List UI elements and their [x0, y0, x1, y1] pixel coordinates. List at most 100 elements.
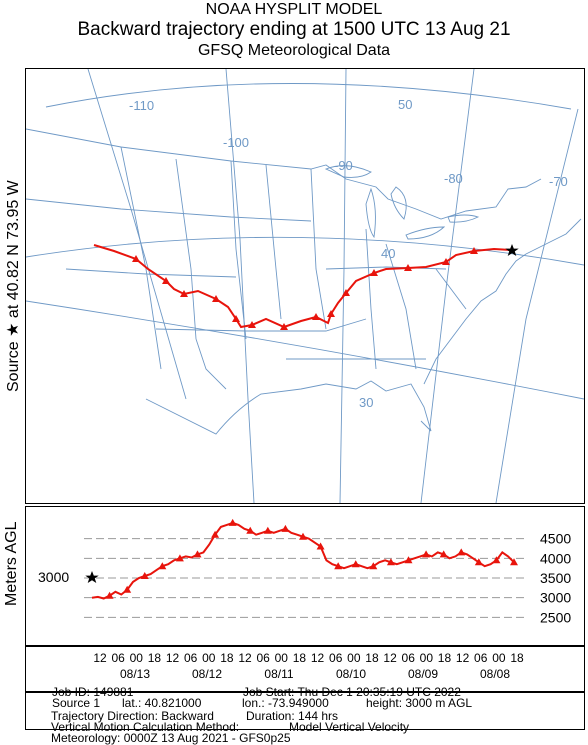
- meters-agl-label: Meters AGL: [3, 521, 20, 606]
- hour-tick-label: 12: [383, 651, 397, 665]
- hour-tick-label: 00: [275, 651, 289, 665]
- hour-tick-label: 00: [347, 651, 361, 665]
- height-point: [457, 548, 466, 556]
- hour-tick-label: 06: [111, 651, 125, 665]
- date-tick-label: 08/13: [120, 667, 150, 681]
- lat-label: 50: [398, 97, 412, 112]
- source-coordinates-label: Source ★ at 40.82 N 73.95 W: [5, 180, 22, 392]
- hour-tick-label: 06: [256, 651, 270, 665]
- hour-tick-label: 12: [456, 651, 470, 665]
- date-tick-label: 08/09: [408, 667, 438, 681]
- height-series-points: [105, 518, 518, 599]
- hour-tick-label: 18: [148, 651, 162, 665]
- height-point: [351, 560, 360, 568]
- meridian-70: [495, 108, 579, 503]
- trajectory-marker: [162, 277, 170, 284]
- parallel-50: [45, 83, 572, 110]
- job-id: Job ID: 149881: [52, 685, 134, 699]
- height-point: [263, 526, 272, 534]
- trajectory-direction: Trajectory Direction: Backward: [51, 709, 214, 724]
- lon-label: -100: [223, 135, 249, 150]
- lake-superior: [324, 165, 372, 178]
- height-point: [422, 550, 431, 558]
- parallel-30: [26, 300, 584, 400]
- date-tick-label: 08/08: [480, 667, 510, 681]
- lake-erie: [405, 226, 446, 240]
- height-tick-label: 2500: [540, 609, 571, 625]
- height-point: [246, 526, 255, 534]
- height-point: [299, 532, 307, 540]
- page-title: Backward trajectory ending at 1500 UTC 1…: [77, 19, 511, 40]
- lake-ontario: [447, 214, 480, 223]
- map-canvas: -110 -100 -90 -80 -70 50 40 30: [26, 69, 584, 503]
- height-point: [193, 550, 202, 558]
- lake-michigan: [365, 187, 376, 239]
- start-height-label: 3000: [38, 569, 69, 585]
- date-tick-label: 08/10: [336, 667, 366, 681]
- meridian-80: [420, 69, 475, 503]
- trajectory-marker: [232, 315, 240, 322]
- trajectory-marker: [212, 295, 220, 302]
- hour-tick-label: 12: [311, 651, 325, 665]
- height-tick-label: 4500: [540, 531, 571, 547]
- height-point: [492, 556, 501, 564]
- lon-label: -70: [549, 174, 568, 189]
- lon-label: -110: [129, 98, 154, 113]
- model-title: NOAA HYSPLIT MODEL: [205, 1, 383, 18]
- height-point: [281, 524, 290, 532]
- height-point: [316, 542, 325, 550]
- trajectory-marker: [132, 255, 140, 262]
- trajectory-marker: [248, 321, 256, 328]
- state-lines: [26, 146, 467, 390]
- map-grid-lines: [26, 69, 584, 503]
- height-tick-label: 3000: [540, 590, 571, 606]
- trajectory-marker: [342, 289, 350, 296]
- vertical-method-label: Vertical Motion Calculation Method:: [51, 720, 240, 735]
- canada-border: [26, 128, 542, 220]
- job-start: Job Start: Thu Dec 1 20:35:19 UTC 2022: [243, 685, 461, 699]
- trajectory-marker: [442, 258, 450, 265]
- height-point: [386, 558, 395, 566]
- height-point: [228, 518, 237, 526]
- vertical-method-value: Model Vertical Velocity: [289, 720, 410, 735]
- meridian-110: [87, 69, 187, 400]
- height-profile-panel: 2500 3000 3500 4000 4500 3000: [25, 506, 585, 646]
- trajectory-marker: [280, 323, 288, 330]
- height-point: [404, 556, 413, 564]
- height-point: [439, 550, 448, 558]
- trajectory-marker: [180, 290, 188, 297]
- hour-tick-label: 06: [184, 651, 198, 665]
- meteorology: Meteorology: 0000Z 13 Aug 2021 - GFS0p25: [51, 731, 291, 745]
- trajectory-marker: [370, 269, 378, 276]
- hour-tick-label: 00: [420, 651, 434, 665]
- height-point: [211, 530, 220, 538]
- trajectory-marker: [327, 310, 335, 317]
- height-point: [140, 572, 149, 580]
- hour-tick-label: 18: [293, 651, 307, 665]
- duration: Duration: 144 hrs: [246, 709, 339, 724]
- lake-huron: [390, 186, 407, 220]
- parallel-40: [26, 236, 584, 266]
- height-point: [510, 558, 518, 566]
- east-coast: [423, 218, 582, 385]
- source-height: height: 3000 m AGL: [366, 696, 473, 710]
- hour-tick-label: 12: [238, 651, 252, 665]
- source-lat: lat.: 40.821000: [122, 696, 202, 710]
- hour-tick-label: 06: [402, 651, 416, 665]
- lon-label: -90: [334, 158, 353, 173]
- height-tick-label: 4000: [540, 550, 571, 566]
- height-point: [105, 591, 114, 599]
- height-point: [175, 554, 184, 562]
- trajectory-map: -110 -100 -90 -80 -70 50 40 30: [25, 68, 585, 504]
- hour-tick-label: 12: [93, 651, 107, 665]
- gulf-coast: [145, 380, 432, 435]
- date-tick-label: 08/11: [264, 667, 293, 681]
- hour-tick-label: 12: [166, 651, 180, 665]
- source-lon: lon.: -73.949000: [242, 696, 329, 710]
- trajectory-markers: [132, 247, 478, 330]
- height-point: [474, 558, 483, 566]
- source-id: Source 1: [52, 696, 101, 710]
- height-profile-chart: 2500 3000 3500 4000 4500 3000: [38, 518, 571, 625]
- hour-tick-label: 18: [220, 651, 234, 665]
- height-point: [158, 562, 167, 570]
